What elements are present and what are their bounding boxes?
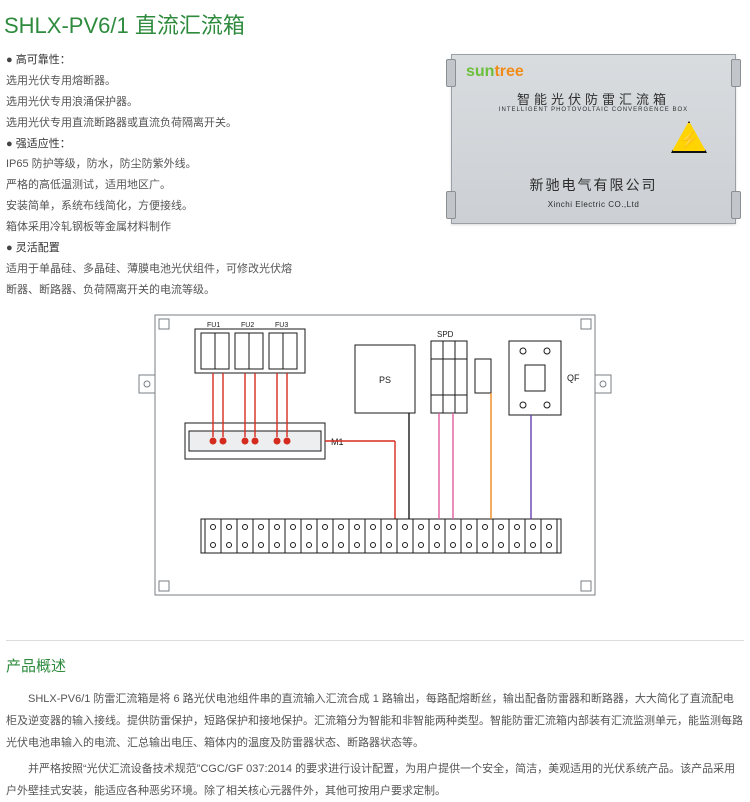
svg-text:FU3: FU3 [275,322,288,329]
spec-head-3: 灵活配置 [6,238,451,259]
bolt-icon: ⚡ [679,130,699,151]
hinge-icon [731,59,741,87]
product-cn-title: 智能光伏防雷汇流箱 [452,89,735,108]
brand-part: tree [494,63,523,80]
spec-line: 箱体采用冷轧钢板等金属材料制作 [6,217,451,238]
spec-line: 安装简单，系统布线简化，方便接线。 [6,196,451,217]
spec-line: 选用光伏专用浪涌保护器。 [6,92,451,113]
product-photo: suntree 智能光伏防雷汇流箱 INTELLIGENT PHOTOVOLTA… [451,54,736,224]
top-section: 高可靠性： 选用光伏专用熔断器。 选用光伏专用浪涌保护器。 选用光伏专用直流断路… [0,50,750,301]
spec-line: IP65 防护等级，防水，防尘防紫外线。 [6,154,451,175]
svg-text:FU2: FU2 [241,322,254,329]
warning-icon: ⚡ [671,121,707,153]
svg-text:QF: QF [567,373,580,383]
product-cn-sub: INTELLIGENT PHOTOVOLTAIC CONVERGENCE BOX [452,107,735,113]
overview-p2: 并严格按照“光伏汇流设备技术规范”CGC/GF 037:2014 的要求进行设计… [6,758,744,802]
section-divider [6,640,744,641]
page-title: SHLX-PV6/1 直流汇流箱 [0,0,750,50]
spec-head-2: 强适应性： [6,134,451,155]
brand-logo: suntree [466,63,524,81]
brand-part: sun [466,63,494,80]
wiring-diagram: FU1 FU2 FU3 PS SPD QF M1 [95,305,655,620]
spec-list: 高可靠性： 选用光伏专用熔断器。 选用光伏专用浪涌保护器。 选用光伏专用直流断路… [6,50,451,301]
hinge-icon [446,59,456,87]
svg-text:FU1: FU1 [207,322,220,329]
diagram-svg: FU1 FU2 FU3 PS SPD QF M1 [95,305,655,615]
spec-head-1: 高可靠性： [6,50,451,71]
company-cn: 新驰电气有限公司 [452,175,735,195]
svg-text:M1: M1 [331,437,344,447]
svg-text:SPD: SPD [437,330,454,339]
overview-heading: 产品概述 [0,655,750,688]
svg-text:PS: PS [379,375,391,385]
spec-line: 断器、断路器、负荷隔离开关的电流等级。 [6,280,451,301]
spec-line: 选用光伏专用直流断路器或直流负荷隔离开关。 [6,113,451,134]
company-en: Xinchi Electric CO.,Ltd [452,200,735,209]
overview-p1: SHLX-PV6/1 防雷汇流箱是将 6 路光伏电池组件串的直流输入汇流合成 1… [6,688,744,754]
spec-line: 选用光伏专用熔断器。 [6,71,451,92]
spec-line: 适用于单晶硅、多晶硅、薄膜电池光伏组件，可修改光伏熔 [6,259,451,280]
overview-body: SHLX-PV6/1 防雷汇流箱是将 6 路光伏电池组件串的直流输入汇流合成 1… [0,688,750,802]
spec-line: 严格的高低温测试，适用地区广。 [6,175,451,196]
